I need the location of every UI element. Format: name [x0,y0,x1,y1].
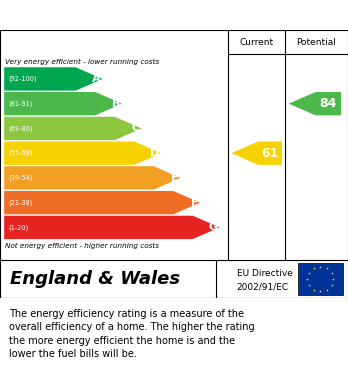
Text: C: C [132,124,140,133]
Polygon shape [4,166,181,190]
Text: (1-20): (1-20) [8,224,29,231]
Text: (92-100): (92-100) [8,76,37,82]
Text: Current: Current [239,38,274,47]
Text: Potential: Potential [296,38,336,47]
Polygon shape [4,67,102,91]
Text: England & Wales: England & Wales [10,270,181,288]
Text: (81-91): (81-91) [8,100,33,107]
Polygon shape [4,216,220,239]
Text: Energy Efficiency Rating: Energy Efficiency Rating [10,6,239,24]
Text: D: D [150,148,159,158]
Text: 61: 61 [261,147,279,160]
Polygon shape [4,117,142,140]
Polygon shape [289,92,341,115]
Polygon shape [4,191,200,214]
Text: 84: 84 [319,97,337,110]
Text: (69-80): (69-80) [8,125,33,132]
Text: The energy efficiency rating is a measure of the
overall efficiency of a home. T: The energy efficiency rating is a measur… [9,309,254,359]
Text: (39-54): (39-54) [8,175,33,181]
Text: (55-68): (55-68) [8,150,33,156]
Text: F: F [191,197,198,208]
Text: 2002/91/EC: 2002/91/EC [237,282,289,291]
Text: B: B [112,99,120,109]
Polygon shape [231,142,282,165]
Text: (21-38): (21-38) [8,199,33,206]
Text: EU Directive: EU Directive [237,269,293,278]
Polygon shape [4,142,161,165]
Polygon shape [4,92,122,115]
Bar [298,263,343,295]
Text: Very energy efficient - lower running costs: Very energy efficient - lower running co… [5,59,159,65]
Text: Not energy efficient - higher running costs: Not energy efficient - higher running co… [5,243,159,249]
Text: E: E [171,173,179,183]
Text: A: A [92,74,101,84]
Text: G: G [209,222,218,232]
